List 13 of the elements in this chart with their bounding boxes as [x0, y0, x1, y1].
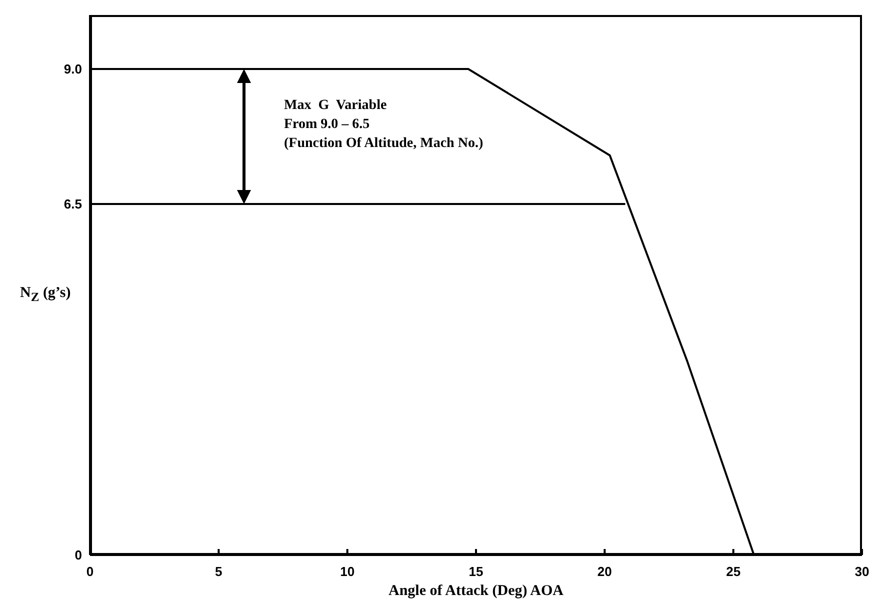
y-tick-label: 0	[74, 548, 82, 563]
x-tick-label: 25	[726, 564, 741, 580]
x-tick-label: 5	[215, 564, 222, 580]
x-tick-label: 15	[468, 564, 484, 580]
y-tick-label: 6.5	[64, 196, 82, 212]
y-axis-title: N$_{Z}$ (g’s)	[20, 285, 71, 305]
x-axis-title: Angle of Attack (Deg) AOA	[388, 583, 564, 600]
x-tick-label: 0	[86, 564, 94, 580]
x-tick-label: 30	[854, 564, 869, 580]
annotation: Max G Variable From 9.0 – 6.5 (Function Of Altitude, Mach No.)	[284, 97, 484, 153]
y-tick-label: 9.0	[64, 62, 82, 77]
x-tick-label: 20	[597, 564, 612, 580]
x-tick-label: 10	[340, 564, 355, 580]
